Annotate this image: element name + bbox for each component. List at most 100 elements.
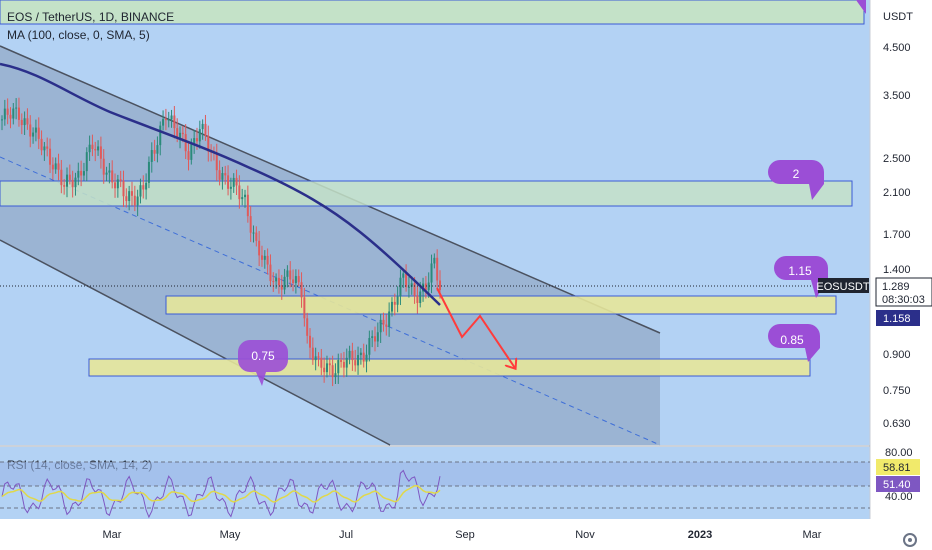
candle-body bbox=[3, 108, 6, 120]
candle-body bbox=[351, 350, 354, 361]
candle-body bbox=[382, 319, 385, 325]
candle-body bbox=[1, 119, 3, 121]
rsi-ma-value-tag[interactable]: 51.40 bbox=[876, 476, 920, 492]
candle-body bbox=[334, 373, 337, 378]
candle-body bbox=[173, 115, 176, 129]
candle-body bbox=[49, 148, 52, 165]
candle-body bbox=[424, 283, 427, 291]
rsi-value: 58.81 bbox=[883, 462, 911, 474]
candle-body bbox=[439, 280, 441, 290]
settings-gear-icon[interactable] bbox=[903, 533, 917, 547]
candle-body bbox=[419, 291, 422, 303]
callout-level-1-15[interactable]: 1.15 bbox=[774, 256, 828, 298]
candle-body bbox=[6, 108, 9, 115]
candle-body bbox=[309, 335, 312, 348]
candle-body bbox=[68, 174, 71, 180]
candle-body bbox=[354, 360, 357, 366]
candle-body bbox=[102, 158, 105, 175]
candle-body bbox=[63, 185, 66, 187]
candle-body bbox=[286, 270, 289, 277]
symbol-title[interactable]: EOS / TetherUS, 1D, BINANCE bbox=[7, 10, 174, 24]
time-tick: Nov bbox=[575, 529, 595, 541]
candle-body bbox=[105, 172, 108, 175]
callout-level-0-85[interactable]: 0.85 bbox=[768, 324, 820, 362]
price-axis[interactable] bbox=[870, 0, 932, 519]
candle-body bbox=[156, 145, 159, 154]
zone-level-1-15[interactable] bbox=[165, 295, 837, 315]
candle-body bbox=[323, 367, 326, 373]
candle-body bbox=[142, 185, 145, 190]
zone-level-2[interactable] bbox=[0, 180, 853, 207]
candle-body bbox=[238, 185, 241, 200]
price-tick: 0.630 bbox=[883, 418, 911, 430]
candle-body bbox=[125, 196, 128, 202]
rsi-value-tag[interactable]: 58.81 bbox=[876, 459, 920, 475]
candle-body bbox=[116, 179, 119, 189]
candle-body bbox=[283, 276, 286, 290]
symbol-tag[interactable]: EOSUSDT bbox=[816, 278, 870, 293]
candle-body bbox=[80, 170, 83, 176]
top-zone-marker bbox=[856, 0, 866, 14]
candle-body bbox=[108, 170, 111, 173]
candle-body bbox=[294, 276, 297, 284]
candle-body bbox=[385, 324, 388, 327]
candle-body bbox=[393, 301, 396, 305]
price-tick: 0.750 bbox=[883, 385, 911, 397]
candle-body bbox=[368, 337, 371, 355]
candle-body bbox=[427, 282, 430, 291]
candle-body bbox=[130, 191, 133, 196]
candle-body bbox=[227, 175, 230, 189]
descending-channel[interactable] bbox=[0, 46, 660, 445]
callout-level-0-75[interactable]: 0.75 bbox=[238, 340, 288, 386]
candle-body bbox=[97, 146, 100, 151]
last-price-tag[interactable]: 1.289 08:30:03 bbox=[875, 277, 932, 307]
candle-body bbox=[167, 119, 170, 121]
candle-body bbox=[65, 174, 68, 187]
time-axis[interactable] bbox=[0, 519, 932, 550]
candle-body bbox=[54, 163, 57, 170]
candle-body bbox=[430, 263, 433, 283]
candle-body bbox=[221, 173, 224, 180]
candle-body bbox=[94, 148, 97, 151]
candle-body bbox=[136, 196, 139, 206]
candle-body bbox=[390, 301, 393, 312]
price-tick: 0.900 bbox=[883, 349, 911, 361]
candle-body bbox=[153, 150, 156, 154]
candle-body bbox=[204, 123, 207, 136]
candle-body bbox=[337, 360, 340, 374]
candle-body bbox=[249, 216, 252, 233]
candle-body bbox=[20, 119, 23, 126]
candle-body bbox=[128, 191, 131, 202]
candle-body bbox=[193, 138, 196, 144]
ma-legend[interactable]: MA (100, close, 0, SMA, 5) bbox=[7, 28, 150, 42]
zone-level-0-85[interactable] bbox=[88, 358, 811, 377]
candle-body bbox=[272, 281, 275, 283]
candle-body bbox=[407, 286, 410, 288]
candle-body bbox=[218, 170, 221, 180]
channel-lower-line[interactable] bbox=[0, 239, 391, 446]
candle-body bbox=[215, 153, 218, 171]
candle-body bbox=[263, 255, 266, 260]
candle-body bbox=[396, 296, 399, 305]
candle-body bbox=[379, 319, 382, 333]
candle-body bbox=[198, 129, 201, 142]
candle-body bbox=[303, 297, 306, 319]
candle-body bbox=[277, 277, 280, 286]
candle-body bbox=[164, 119, 167, 121]
projection-arrow[interactable] bbox=[436, 287, 515, 368]
ma-value-tag[interactable]: 1.158 bbox=[876, 310, 920, 326]
candle-body bbox=[46, 146, 49, 149]
candle-body bbox=[405, 273, 408, 288]
candle-body bbox=[292, 279, 295, 284]
candle-body bbox=[232, 177, 235, 187]
candle-body bbox=[88, 144, 91, 153]
candle-body bbox=[374, 336, 377, 342]
candle-body bbox=[40, 138, 43, 151]
top-resistance-zone[interactable] bbox=[0, 0, 865, 25]
callout-label-0-75: 0.75 bbox=[251, 349, 275, 363]
candle-body bbox=[77, 170, 80, 178]
callout-level-2[interactable]: 2 bbox=[768, 160, 824, 200]
candle-body bbox=[297, 276, 300, 283]
candle-body bbox=[388, 311, 391, 327]
